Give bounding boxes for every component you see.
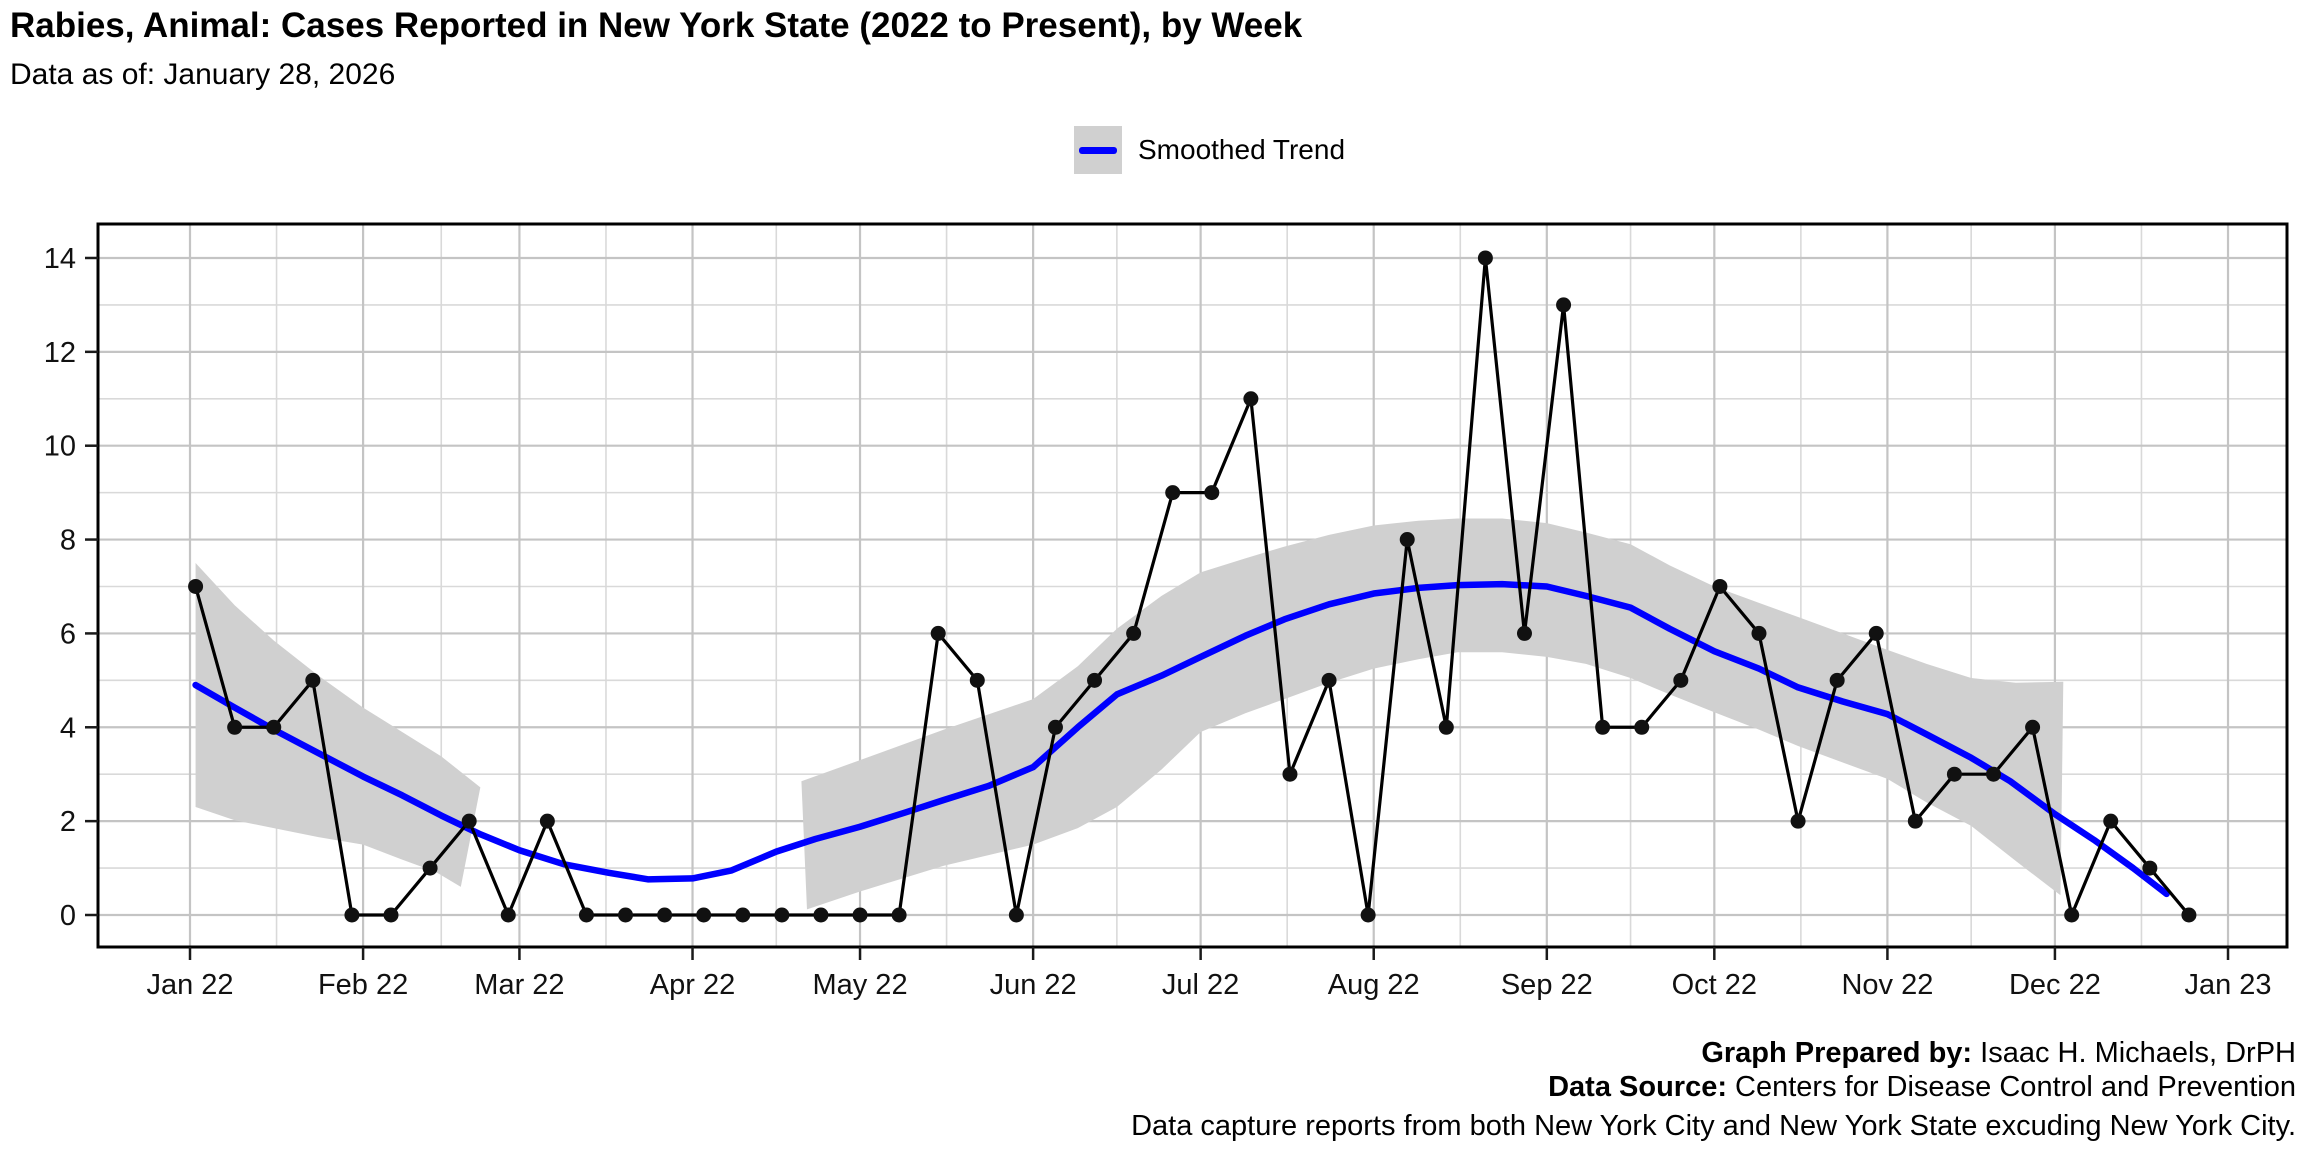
data-source-value: Centers for Disease Control and Preventi… — [1726, 1071, 2296, 1103]
data-point — [1556, 297, 1572, 313]
data-point — [1907, 813, 1923, 829]
legend-key-smoothed-trend — [1074, 126, 1122, 174]
x-tick-label: Sep 22 — [1501, 969, 1593, 1001]
x-tick-label: Mar 22 — [474, 969, 564, 1001]
data-point — [1204, 485, 1220, 501]
data-point — [2064, 907, 2080, 923]
x-tick-label: Jun 22 — [990, 969, 1077, 1001]
data-point — [618, 907, 634, 923]
data-point — [1673, 672, 1689, 688]
data-point — [774, 907, 790, 923]
y-tick-label: 12 — [44, 337, 76, 369]
data-point — [1595, 719, 1611, 735]
data-point — [657, 907, 673, 923]
data-point — [1321, 672, 1337, 688]
weekly-cases-line — [194, 256, 2191, 917]
data-source-line: Data Source: Centers for Disease Control… — [1548, 1070, 2296, 1104]
confidence-ribbon — [195, 563, 481, 887]
data-point — [2025, 719, 2041, 735]
data-point — [2142, 860, 2158, 876]
y-tick-label: 4 — [60, 712, 76, 744]
data-point — [969, 672, 985, 688]
data-point — [539, 813, 555, 829]
data-point — [578, 907, 594, 923]
data-point — [1946, 766, 1962, 782]
data-point — [344, 907, 360, 923]
data-point — [1868, 625, 1884, 641]
data-point — [1516, 625, 1532, 641]
x-tick-label: Dec 22 — [2009, 969, 2101, 1001]
data-point — [1438, 719, 1454, 735]
x-tick-label: Jul 22 — [1162, 969, 1239, 1001]
x-tick-label: Aug 22 — [1328, 969, 1420, 1001]
data-point — [1829, 672, 1845, 688]
confidence-ribbon — [801, 518, 2064, 910]
x-tick-label: Jan 22 — [146, 969, 233, 1001]
x-tick-label: Jan 23 — [2184, 969, 2271, 1001]
footer-note: Data capture reports from both New York … — [1131, 1110, 2296, 1142]
data-point — [461, 813, 477, 829]
footer-credits: Graph Prepared by: Isaac H. Michaels, Dr… — [1548, 1036, 2296, 1104]
trend-line-swatch — [1079, 147, 1117, 154]
panel-border — [96, 222, 2289, 949]
y-tick-label: 10 — [44, 431, 76, 463]
data-point — [930, 625, 946, 641]
data-point — [852, 907, 868, 923]
smoothed-trend-line — [192, 580, 2170, 898]
data-point — [305, 672, 321, 688]
data-point — [266, 719, 282, 735]
data-point — [422, 860, 438, 876]
data-source-label: Data Source: — [1548, 1071, 1727, 1103]
data-point — [2103, 813, 2119, 829]
legend-label: Smoothed Trend — [1138, 134, 1346, 165]
data-point — [1087, 672, 1103, 688]
data-point — [1047, 719, 1063, 735]
data-point — [188, 578, 204, 594]
data-point — [1634, 719, 1650, 735]
x-tick-label: Nov 22 — [1841, 969, 1933, 1001]
data-point — [696, 907, 712, 923]
data-point — [2181, 907, 2197, 923]
prepared-by-line: Graph Prepared by: Isaac H. Michaels, Dr… — [1548, 1036, 2296, 1070]
legend: Smoothed Trend — [1074, 126, 1345, 174]
y-tick-label: 8 — [60, 525, 76, 557]
data-point — [383, 907, 399, 923]
data-point — [1751, 625, 1767, 641]
x-tick-label: Oct 22 — [1672, 969, 1757, 1001]
data-point — [1165, 485, 1181, 501]
prepared-by-label: Graph Prepared by: — [1701, 1037, 1973, 1069]
x-tick-label: Apr 22 — [650, 969, 735, 1001]
data-point — [813, 907, 829, 923]
y-tick-label: 6 — [60, 618, 76, 650]
y-tick-label: 2 — [60, 806, 76, 838]
data-point — [1712, 578, 1728, 594]
chart-title: Rabies, Animal: Cases Reported in New Yo… — [10, 6, 1303, 45]
data-point — [1399, 532, 1415, 548]
x-tick-label: Feb 22 — [318, 969, 408, 1001]
y-tick-label: 14 — [44, 243, 76, 275]
data-point — [1008, 907, 1024, 923]
prepared-by-value: Isaac H. Michaels, DrPH — [1972, 1037, 2296, 1069]
data-point — [500, 907, 516, 923]
chart-subtitle: Data as of: January 28, 2026 — [10, 58, 396, 91]
data-point — [735, 907, 751, 923]
data-point — [1986, 766, 2002, 782]
data-point — [1360, 907, 1376, 923]
data-point — [227, 719, 243, 735]
data-point — [1243, 391, 1259, 407]
data-point — [1126, 625, 1142, 641]
data-point — [1477, 250, 1493, 266]
y-tick-label: 0 — [60, 900, 76, 932]
data-point — [891, 907, 907, 923]
data-point — [1790, 813, 1806, 829]
data-point — [1282, 766, 1298, 782]
x-tick-label: May 22 — [812, 969, 907, 1001]
